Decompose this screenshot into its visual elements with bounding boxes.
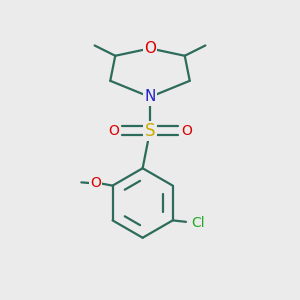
Text: O: O bbox=[144, 41, 156, 56]
Text: O: O bbox=[182, 124, 192, 138]
Text: Cl: Cl bbox=[191, 216, 205, 230]
Text: N: N bbox=[144, 89, 156, 104]
Text: O: O bbox=[108, 124, 118, 138]
Text: S: S bbox=[145, 122, 155, 140]
Text: O: O bbox=[90, 176, 101, 190]
